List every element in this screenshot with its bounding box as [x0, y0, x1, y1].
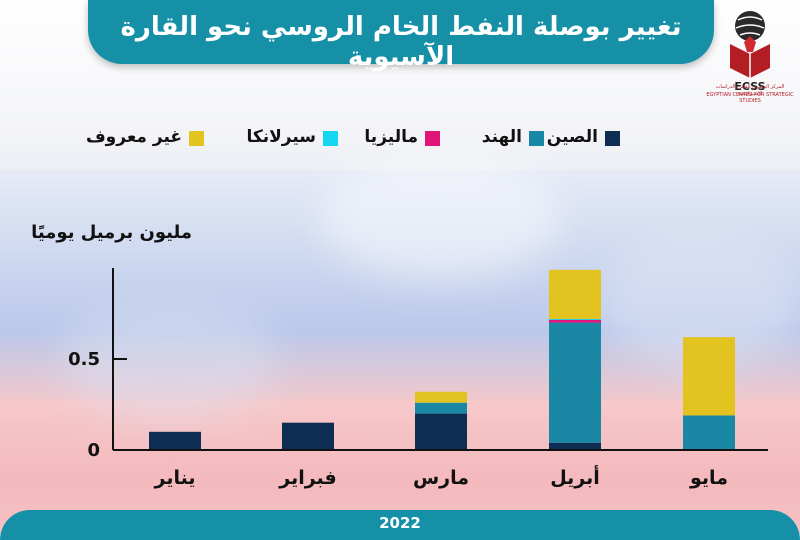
- x-category-group: يناير فبراير مارس أبريل مايو: [154, 465, 728, 489]
- chart-legend: الصين الهند ماليزيا سيرلانكا غير معروف: [0, 127, 800, 149]
- legend-swatch-unknown: [189, 131, 204, 146]
- logo-org-name-en: EGYPTIAN CENTER FOR STRATEGIC STUDIES: [706, 92, 794, 104]
- legend-item-india: الهند: [440, 127, 544, 149]
- legend-label-unknown: غير معروف: [85, 127, 182, 147]
- x-category-label: مارس: [413, 467, 469, 489]
- legend-item-malaysia: ماليزيا: [340, 127, 440, 149]
- bar-group: [149, 269, 735, 450]
- bar-segment-india: [683, 415, 735, 450]
- logo-org-name-ar: المركز المصري للفكر والدراسات الاستراتيج…: [715, 84, 785, 97]
- legend-swatch-china: [605, 131, 620, 146]
- legend-item-china: الصين: [520, 127, 620, 149]
- legend-label-malaysia: ماليزيا: [364, 127, 418, 147]
- legend-item-srilanka: سيرلانكا: [240, 127, 338, 149]
- bar-segment-unknown: [415, 391, 467, 403]
- title-banner: تغيير بوصلة النفط الخام الروسي نحو القار…: [88, 0, 714, 72]
- y-tick-label: 0: [87, 440, 100, 461]
- y-tick-label: 0.5: [68, 349, 100, 370]
- x-category-label: يناير: [154, 467, 196, 489]
- legend-label-srilanka: سيرلانكا: [246, 127, 316, 147]
- legend-swatch-india: [529, 131, 544, 146]
- bar-segment-malaysia: [549, 319, 601, 323]
- x-category-label: فبراير: [278, 467, 336, 489]
- bar-segment-srilanka: [549, 318, 601, 320]
- bar-segment-china: [149, 431, 201, 450]
- flag-fold-highlight: [60, 300, 280, 420]
- footer-banner: 2022: [0, 510, 800, 540]
- flag-fold-highlight: [320, 160, 560, 280]
- bar-segment-unknown: [683, 337, 735, 416]
- legend-item-unknown: غير معروف: [86, 127, 204, 149]
- legend-label-india: الهند: [481, 127, 522, 147]
- y-tick-group: 00.5: [68, 349, 127, 461]
- legend-label-china: الصين: [546, 127, 598, 147]
- bar-segment-india: [415, 402, 467, 414]
- chart-title: تغيير بوصلة النفط الخام الروسي نحو القار…: [120, 12, 682, 72]
- bar-segment-china: [415, 413, 467, 450]
- bar-segment-china: [282, 422, 334, 450]
- y-axis-label: مليون برميل يوميًا: [31, 222, 192, 243]
- flag-blue-band: [0, 170, 800, 400]
- logo-abbr: ECSS: [734, 80, 765, 93]
- x-category-label: أبريل: [550, 465, 600, 489]
- legend-swatch-srilanka: [323, 131, 338, 146]
- legend-swatch-malaysia: [425, 131, 440, 146]
- bar-segment-india: [549, 322, 601, 443]
- x-category-label: مايو: [689, 467, 728, 489]
- bar-segment-unknown: [549, 269, 601, 319]
- footer-year: 2022: [379, 514, 421, 532]
- ecss-logo-icon: ECSS: [730, 11, 770, 93]
- bar-segment-china: [549, 442, 601, 450]
